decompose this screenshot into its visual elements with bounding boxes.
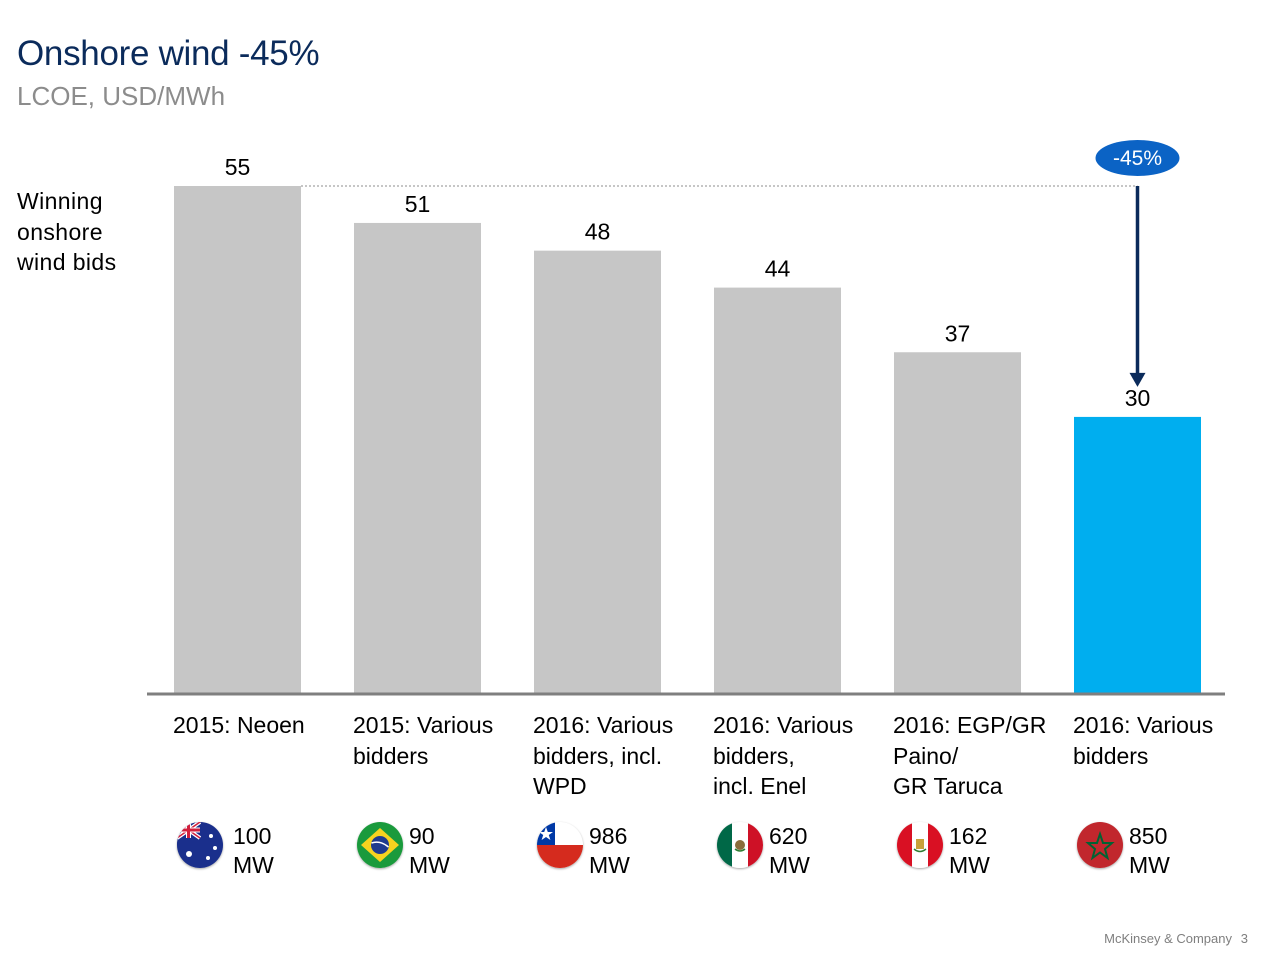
side-label-line: Winning <box>17 188 103 214</box>
decline-arrow-head <box>1129 372 1146 387</box>
category-label-line: 2015: Neoen <box>173 712 305 738</box>
category-label: 2015: Neoen <box>173 710 305 741</box>
bar-value-label: 30 <box>1125 385 1151 411</box>
morocco-flag-icon <box>1077 822 1123 868</box>
capacity-value: 620 <box>769 823 808 849</box>
category-label-line: 2016: Various <box>533 712 674 738</box>
mexico-flag-icon <box>717 822 763 868</box>
bar <box>534 250 661 694</box>
category-label-line: 2016: EGP/GR <box>893 712 1047 738</box>
decline-badge-shape <box>1095 140 1180 176</box>
capacity-value: 850 <box>1129 823 1168 849</box>
bars-layer: 55 51 48 44 37 30 <box>174 154 1201 695</box>
capacity-label: 162 MW <box>949 822 990 880</box>
capacity-label: 90 MW <box>409 822 450 880</box>
bar-chart: 55 51 48 44 37 30 -45% <box>147 140 1225 696</box>
category-label-line: 2016: Various <box>713 712 854 738</box>
capacity-value: 162 <box>949 823 988 849</box>
capacity-unit: MW <box>589 852 630 878</box>
bar-value-label: 51 <box>405 191 431 217</box>
category-label-line: 2015: Various <box>353 712 494 738</box>
capacity-label: 850 MW <box>1129 822 1170 880</box>
category-label-line: WPD <box>533 773 587 799</box>
bar-value-label: 48 <box>585 219 611 245</box>
capacity-value: 986 <box>589 823 628 849</box>
capacity-label: 986 MW <box>589 822 630 880</box>
capacity-value: 90 <box>409 823 435 849</box>
capacity-label: 620 MW <box>769 822 810 880</box>
category-label-line: GR Taruca <box>893 773 1003 799</box>
capacity-unit: MW <box>233 852 274 878</box>
bar <box>1074 416 1201 694</box>
category-label: 2016: Various bidders, incl. Enel <box>713 710 853 802</box>
decline-badge: -45% <box>1095 140 1180 176</box>
category-label: 2016: Various bidders, incl. WPD <box>533 710 673 802</box>
australia-flag-icon <box>177 822 223 868</box>
footer-company: McKinsey & Company <box>1104 931 1232 946</box>
bar-value-label: 55 <box>225 154 251 180</box>
category-label: 2016: Various bidders <box>1073 710 1213 771</box>
category-label: 2015: Various bidders <box>353 710 493 771</box>
brazil-flag-icon <box>357 822 403 868</box>
bar <box>714 287 841 694</box>
page-subtitle: LCOE, USD/MWh <box>17 81 226 111</box>
bar <box>174 186 301 694</box>
capacity-value: 100 <box>233 823 272 849</box>
category-label-line: bidders, incl. <box>533 742 663 769</box>
capacity-unit: MW <box>1129 852 1170 878</box>
page-title: Onshore wind -45% <box>17 34 320 73</box>
bar-value-label: 37 <box>945 320 971 346</box>
bar <box>354 222 481 695</box>
side-label-line: wind bids <box>17 249 117 275</box>
capacity-unit: MW <box>409 852 450 878</box>
capacity-unit: MW <box>769 852 810 878</box>
side-label: Winning onshore wind bids <box>17 186 117 278</box>
category-label-line: 2016: Various <box>1073 712 1214 738</box>
bar <box>894 352 1021 694</box>
bar-value-label: 44 <box>765 256 791 282</box>
category-label-line: bidders <box>353 742 429 769</box>
side-label-line: onshore <box>17 218 103 245</box>
page-number: 3 <box>1240 931 1248 946</box>
decline-badge-label: -45% <box>1113 147 1162 170</box>
category-label: 2016: EGP/GR Paino/GR Taruca <box>893 710 1046 802</box>
chile-flag-icon <box>537 822 583 868</box>
category-label-line: incl. Enel <box>713 773 807 799</box>
capacity-unit: MW <box>949 852 990 878</box>
capacity-label: 100 MW <box>233 822 274 880</box>
category-label-line: bidders, <box>713 742 795 769</box>
category-label-line: Paino/ <box>893 742 959 769</box>
category-label-line: bidders <box>1073 742 1149 769</box>
peru-flag-icon <box>897 822 943 868</box>
